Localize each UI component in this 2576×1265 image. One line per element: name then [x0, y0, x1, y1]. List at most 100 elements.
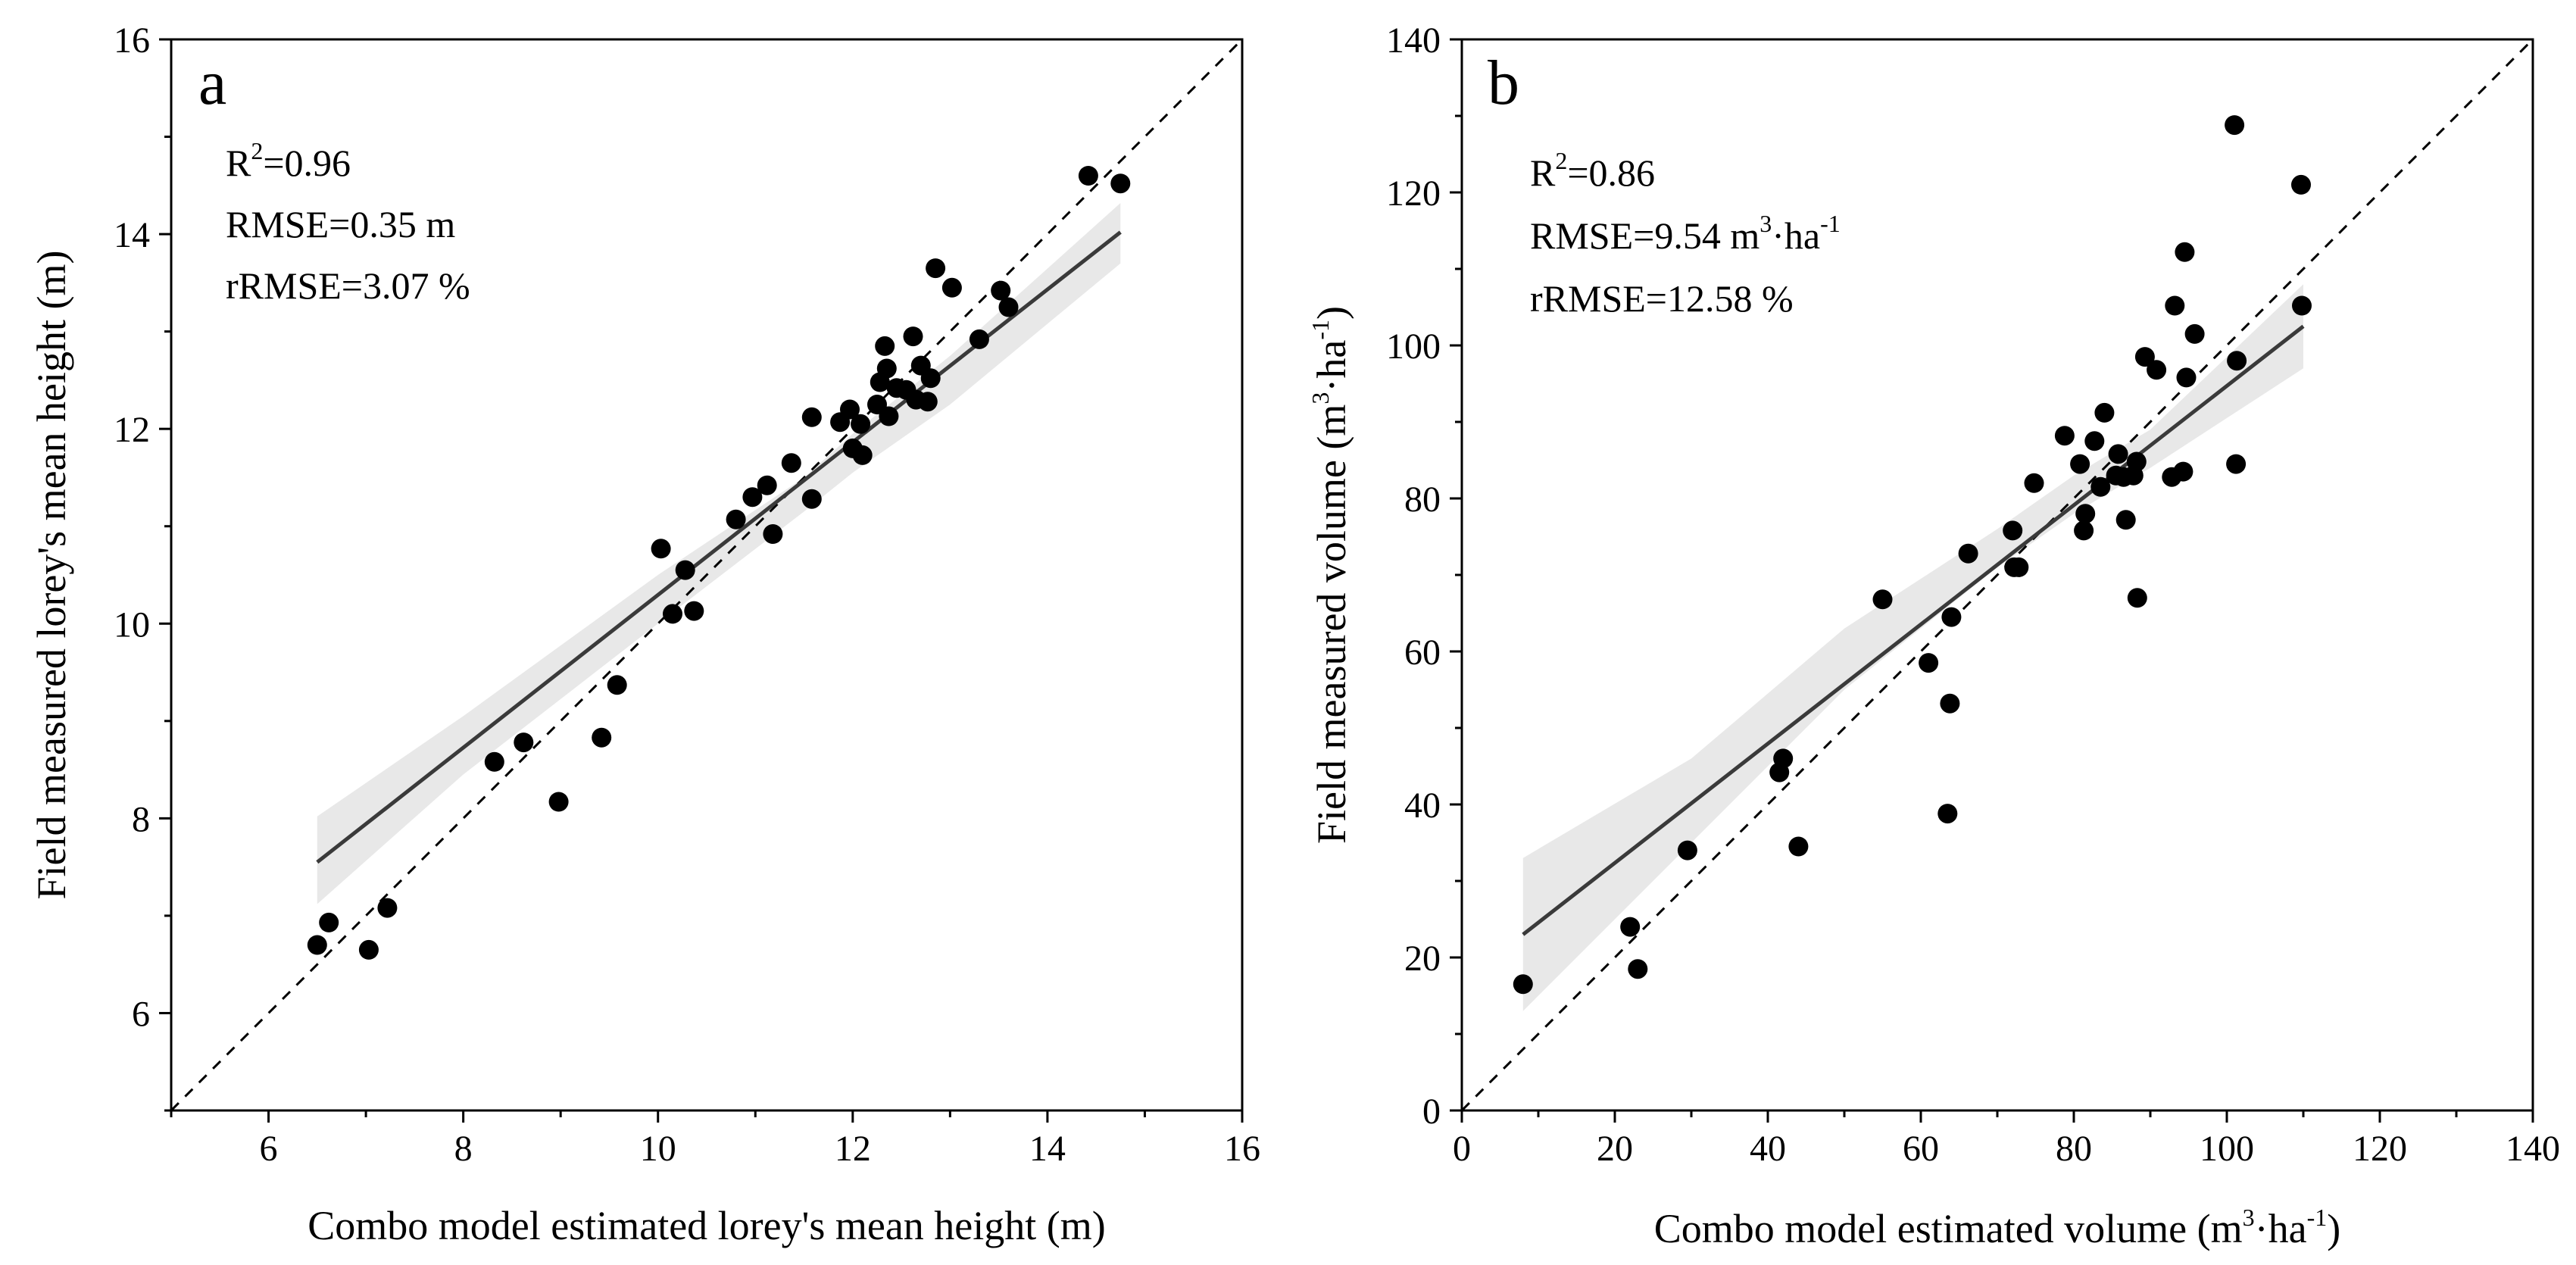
regression-line — [316, 230, 1122, 864]
stats-b: R2=0.86 RMSE=9.54 m3·ha-1 rRMSE=12.58 % — [1530, 147, 1841, 320]
x-tick-label: 80 — [2056, 1129, 2092, 1169]
data-point — [2147, 360, 2167, 380]
x-tick-label: 10 — [640, 1129, 676, 1169]
x-tick-label: 140 — [2506, 1129, 2560, 1169]
y-tick-label: 60 — [1404, 632, 1441, 673]
data-point — [1110, 173, 1131, 194]
data-point — [1628, 959, 1648, 979]
data-point — [852, 445, 873, 465]
y-tick-label: 120 — [1386, 173, 1441, 214]
one-to-one-line — [171, 39, 1242, 1110]
data-point — [801, 489, 822, 509]
data-point — [663, 604, 682, 624]
data-point — [2094, 402, 2115, 423]
data-point — [651, 539, 671, 559]
fit-line-a — [316, 230, 1122, 864]
data-point — [2134, 347, 2155, 367]
data-point — [2127, 588, 2147, 608]
data-point — [917, 392, 938, 412]
x-tick-label: 100 — [2200, 1129, 2254, 1169]
data-point — [840, 399, 860, 420]
data-point — [2108, 444, 2128, 464]
data-point — [2184, 323, 2205, 344]
y-axis-title-a: Field measured lorey's mean height (m) — [29, 251, 74, 900]
data-point — [484, 751, 504, 772]
confidence-band-shape — [1522, 284, 2303, 1011]
data-point — [998, 297, 1019, 317]
x-tick-label: 16 — [1224, 1129, 1260, 1169]
data-point — [2074, 520, 2094, 541]
data-point — [2165, 295, 2185, 316]
confidence-band-shape — [317, 203, 1121, 904]
data-point — [319, 912, 339, 932]
data-point — [2090, 476, 2111, 497]
data-point — [2173, 461, 2194, 482]
data-point — [1078, 166, 1098, 186]
reference-line-a — [171, 39, 1242, 1110]
data-point — [2054, 426, 2075, 446]
data-point — [1937, 804, 1958, 824]
data-point — [1788, 836, 1809, 857]
data-point — [2175, 242, 2195, 262]
x-tick-label: 14 — [1029, 1129, 1066, 1169]
data-point — [514, 732, 534, 753]
y-tick-label: 16 — [114, 20, 150, 61]
x-tick-label: 12 — [835, 1129, 871, 1169]
data-point — [2009, 557, 2029, 577]
data-point — [1513, 974, 1533, 995]
data-point — [920, 368, 941, 389]
data-point — [2225, 115, 2245, 136]
data-point — [2126, 451, 2147, 472]
axis-ticks-a: 6 8 10 12 14 16 6 8 10 12 14 16 — [114, 20, 1260, 1169]
data-point — [2227, 351, 2247, 371]
data-point — [1940, 693, 1960, 714]
y-tick-label: 8 — [132, 799, 150, 839]
y-tick-label: 140 — [1386, 20, 1441, 61]
stat-a-rmse: RMSE=0.35 m — [226, 203, 455, 245]
data-point — [991, 280, 1011, 301]
data-point — [1872, 589, 1893, 610]
panel-b: 0 20 40 60 80 100 120 140 0 20 40 60 80 100 120 140 b R… — [1307, 20, 2560, 1251]
stat-a-r2: R2=0.96 — [226, 137, 351, 184]
data-point — [684, 601, 704, 621]
data-point — [742, 487, 763, 508]
data-point — [2075, 504, 2096, 524]
data-point — [1773, 748, 1794, 769]
panel-letter-a: a — [198, 48, 226, 118]
data-point — [941, 277, 962, 298]
y-tick-label: 10 — [114, 604, 150, 645]
data-point — [781, 453, 801, 473]
data-point — [307, 935, 327, 955]
x-tick-label: 6 — [260, 1129, 278, 1169]
axis-ticks-b: 0 20 40 60 80 100 120 140 0 20 40 60 80 100 120 140 — [1386, 20, 2560, 1169]
data-point — [875, 336, 895, 356]
x-axis-title-b: Combo model estimated volume (m3·ha-1) — [1654, 1204, 2340, 1251]
data-point — [1958, 543, 1978, 564]
y-tick-label: 20 — [1404, 939, 1441, 979]
y-tick-label: 0 — [1422, 1092, 1441, 1132]
data-point — [377, 898, 398, 918]
x-tick-label: 20 — [1597, 1129, 1633, 1169]
data-point — [879, 406, 899, 426]
data-points-b — [1513, 115, 2312, 995]
data-point — [903, 326, 923, 347]
data-point — [2024, 473, 2044, 493]
panel-a: 6 8 10 12 14 16 6 8 10 12 14 16 a R2=0.96 RMSE=0.35… — [29, 20, 1260, 1248]
data-point — [876, 358, 897, 379]
y-tick-label: 100 — [1386, 326, 1441, 367]
regression-line — [1522, 324, 2305, 936]
confidence-band-b — [1522, 284, 2303, 1011]
data-point — [2292, 295, 2312, 316]
data-point — [358, 939, 379, 960]
data-point — [726, 509, 746, 529]
y-tick-label: 40 — [1404, 786, 1441, 826]
y-tick-label: 12 — [114, 410, 150, 450]
data-point — [926, 258, 946, 279]
confidence-band-a — [317, 203, 1121, 904]
stat-b-rmse: RMSE=9.54 m3·ha-1 — [1530, 210, 1841, 257]
data-point — [2070, 454, 2090, 474]
y-axis-title-b: Field measured volume (m3·ha-1) — [1307, 306, 1354, 844]
y-tick-label: 6 — [132, 994, 150, 1034]
data-point — [2115, 510, 2136, 530]
